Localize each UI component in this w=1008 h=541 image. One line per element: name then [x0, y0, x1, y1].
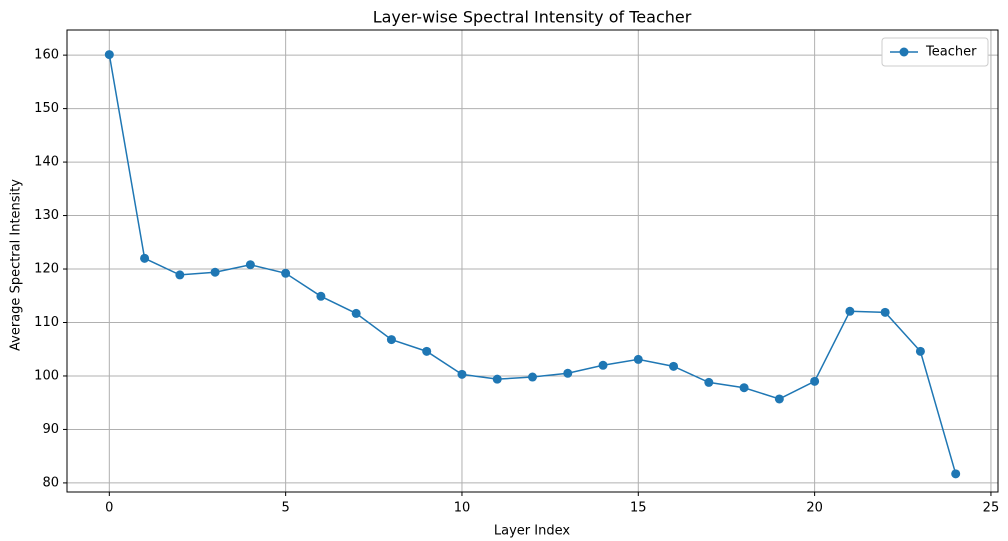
x-tick-label: 5 [282, 501, 290, 516]
data-point [316, 291, 326, 301]
y-tick-label: 150 [34, 101, 59, 116]
data-point [704, 377, 714, 387]
y-tick-label: 90 [42, 422, 59, 437]
data-point [669, 361, 679, 371]
y-tick-label: 80 [42, 475, 59, 490]
data-point [386, 335, 396, 345]
data-point [598, 360, 608, 370]
data-point [528, 372, 537, 382]
data-point [845, 306, 855, 316]
legend-box [881, 37, 989, 67]
data-point [633, 354, 643, 364]
y-tick-label: 100 [34, 368, 59, 383]
y-tick-label: 110 [34, 315, 59, 330]
x-tick-label: 25 [983, 501, 1000, 516]
y-axis-label: Average Spectral Intensity [9, 179, 24, 351]
data-point [351, 308, 361, 318]
legend-label: Teacher [925, 45, 977, 60]
x-tick-label: 10 [454, 501, 471, 516]
data-point [104, 50, 114, 60]
data-point [739, 383, 749, 393]
series-line [108, 54, 957, 475]
data-point [492, 374, 502, 384]
chart-title: Layer-wise Spectral Intensity of Teacher [373, 8, 692, 27]
data-point [210, 267, 220, 277]
data-point [951, 469, 961, 479]
data-point [175, 270, 185, 280]
data-point [245, 260, 255, 270]
plot-frame [66, 29, 999, 493]
data-point [774, 394, 784, 404]
y-tick-label: 160 [34, 48, 59, 63]
y-tick-label: 130 [34, 208, 59, 223]
data-point [140, 253, 150, 263]
x-axis-label: Layer Index [494, 524, 570, 539]
y-tick-label: 140 [34, 155, 59, 170]
y-tick-label: 120 [34, 262, 59, 277]
x-tick-label: 15 [630, 501, 647, 516]
x-tick-label: 20 [806, 501, 823, 516]
legend-marker [899, 47, 909, 57]
data-point [880, 307, 890, 317]
data-point [281, 268, 291, 278]
data-point [457, 369, 467, 379]
data-point [915, 346, 925, 356]
data-point [810, 376, 820, 386]
x-tick-label: 0 [105, 501, 113, 516]
data-point [422, 346, 432, 356]
data-point [563, 368, 573, 378]
